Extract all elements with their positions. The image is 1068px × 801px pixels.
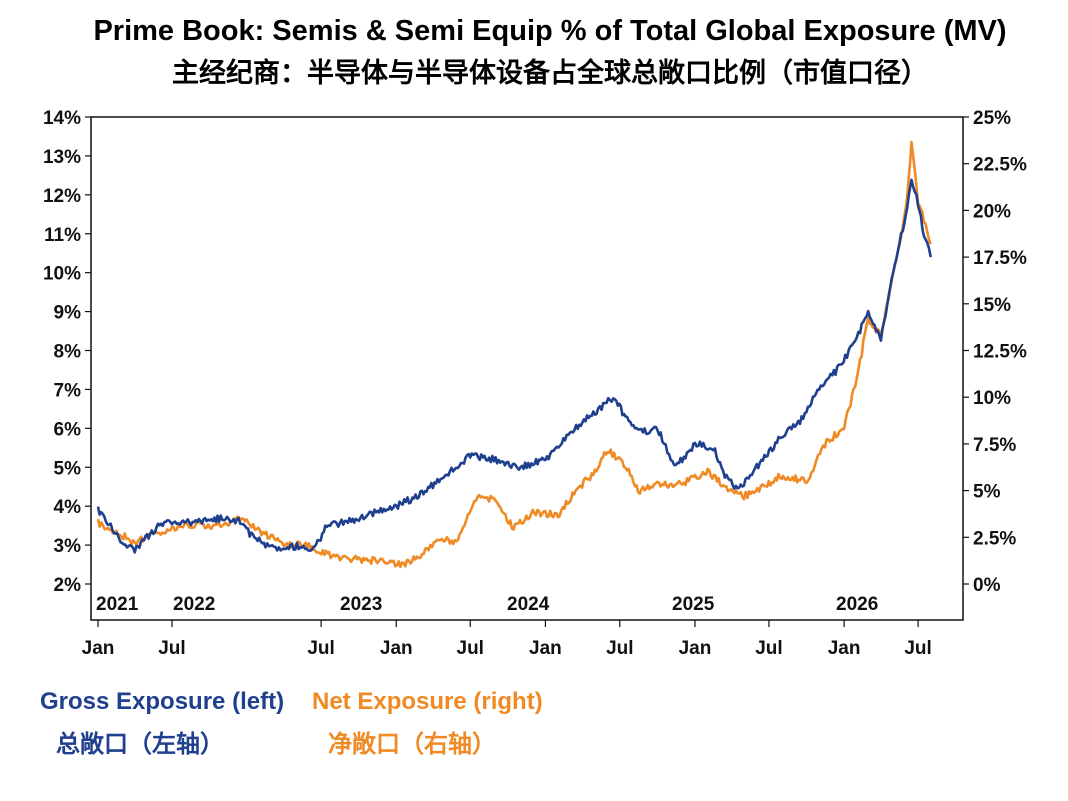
plot-frame — [90, 116, 964, 621]
month-tick-label: Jul — [158, 638, 185, 659]
x-axis: Jan Jul Jul Jan Jul Jan Jul Jan Jul Jan Jul 2021 202… — [82, 594, 932, 659]
left-tick-label: 7% — [54, 380, 82, 401]
right-tick-label: 12.5% — [973, 342, 1027, 363]
right-tick-label: 7.5% — [973, 435, 1016, 456]
right-tick-label: 2.5% — [973, 528, 1016, 549]
right-tick-label: 17.5% — [973, 248, 1027, 269]
right-tick-label: 5% — [973, 482, 1001, 503]
left-tick-label: 5% — [54, 458, 82, 479]
left-tick-label: 6% — [54, 419, 82, 440]
left-tick-label: 13% — [43, 147, 81, 168]
legend-net-label-cn: 净敞口（右轴） — [328, 731, 496, 758]
right-tick-label: 0% — [973, 575, 1001, 596]
chart-subtitle: 主经纪商：半导体与半导体设备占全球总敞口比例（市值口径） — [172, 57, 928, 88]
month-tick-label: Jul — [755, 638, 782, 659]
year-tick-label: 2026 — [836, 594, 878, 615]
month-tick-label: Jul — [904, 638, 931, 659]
month-tick-label: Jan — [828, 638, 861, 659]
month-tick-label: Jul — [307, 638, 334, 659]
right-tick-label: 22.5% — [973, 155, 1027, 176]
left-tick-label: 9% — [54, 303, 82, 324]
right-tick-label: 15% — [973, 295, 1011, 316]
series-layer — [96, 140, 932, 569]
left-tick-label: 8% — [54, 342, 82, 363]
month-tick-label: Jul — [457, 638, 484, 659]
month-tick-label: Jul — [606, 638, 633, 659]
year-tick-label: 2024 — [507, 594, 550, 615]
series-line-net-exposure — [96, 140, 932, 569]
left-tick-label: 3% — [54, 536, 82, 557]
month-tick-label: Jan — [82, 638, 115, 659]
month-tick-label: Jan — [679, 638, 712, 659]
right-tick-label: 25% — [973, 108, 1011, 129]
left-tick-label: 10% — [43, 264, 81, 285]
year-tick-label: 2021 — [96, 594, 139, 615]
year-tick-label: 2025 — [672, 594, 715, 615]
month-tick-label: Jan — [529, 638, 562, 659]
left-tick-label: 14% — [43, 108, 81, 129]
year-tick-label: 2023 — [340, 594, 382, 615]
year-tick-label: 2022 — [173, 594, 215, 615]
legend-gross: Gross Exposure (left) 总敞口（左轴） — [40, 688, 284, 759]
left-tick-label: 4% — [54, 497, 82, 518]
chart-title: Prime Book: Semis & Semi Equip % of Tota… — [93, 15, 1006, 47]
right-tick-label: 10% — [973, 388, 1011, 409]
month-tick-label: Jan — [380, 638, 413, 659]
legend-gross-label: Gross Exposure (left) — [40, 688, 285, 715]
right-axis: 0% 2.5% 5% 7.5% 10% 12.5% 15% 17.5% 20% 22.5% 25% — [963, 108, 1027, 596]
left-tick-label: 2% — [54, 575, 82, 596]
right-tick-label: 20% — [973, 201, 1011, 222]
legend-net: Net Exposure (right) 净敞口（右轴） — [312, 688, 543, 759]
left-tick-label: 12% — [43, 186, 81, 207]
left-axis: 2% 3% 4% 5% 6% 7% 8% 9% 10% 11% 12% 13% 14% — [43, 108, 91, 596]
legend-gross-label-cn: 总敞口（左轴） — [56, 731, 224, 758]
series-line-gross-exposure — [96, 178, 932, 554]
legend-net-label: Net Exposure (right) — [312, 688, 543, 715]
left-tick-label: 11% — [44, 225, 81, 246]
